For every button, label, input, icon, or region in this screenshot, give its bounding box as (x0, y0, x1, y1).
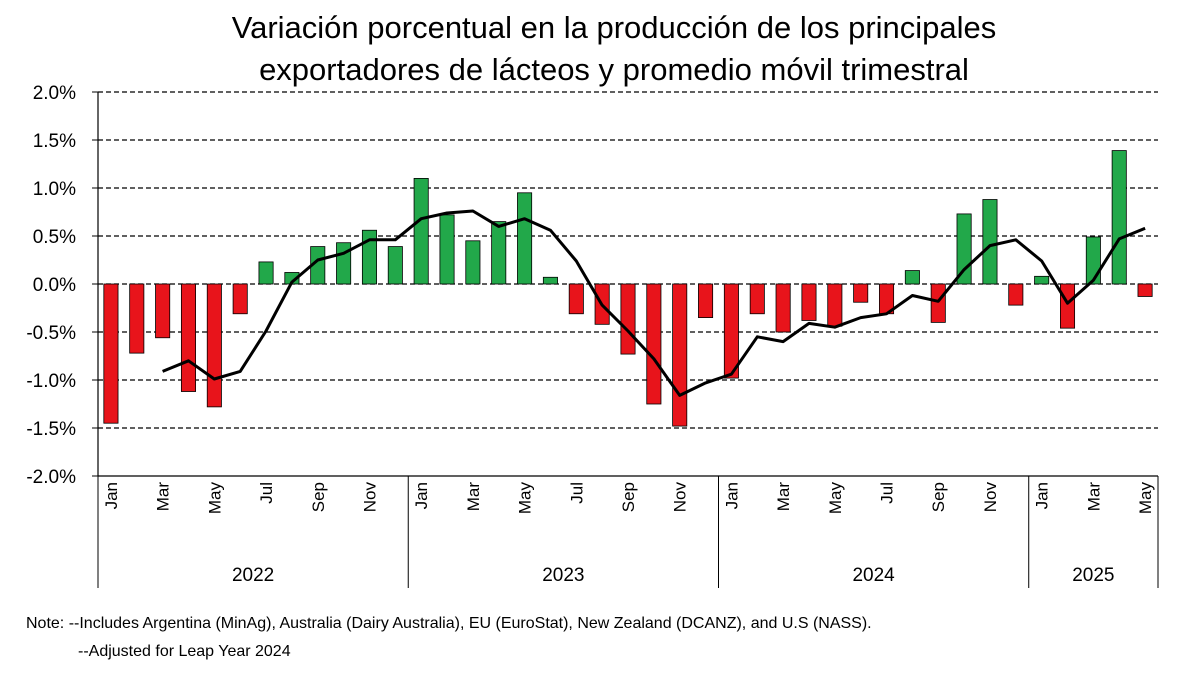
x-tick-label: Nov (671, 482, 690, 513)
bar (542, 276, 558, 285)
bar (361, 229, 377, 285)
bar (1137, 283, 1153, 297)
bar (827, 283, 843, 327)
year-groups: 2022 2023 2024 2025 (97, 476, 1159, 588)
year-label: 2024 (852, 565, 895, 586)
bar (930, 283, 946, 323)
bar (336, 242, 352, 285)
chart-title-line-1: Variación porcentual en la producción de… (232, 10, 997, 45)
bar (465, 240, 481, 285)
x-tick-label: Jul (567, 482, 586, 504)
bar (180, 283, 196, 392)
x-tick-label: Nov (360, 482, 379, 513)
note-line-2: --Adjusted for Leap Year 2024 (78, 643, 291, 660)
bar (672, 283, 688, 427)
year-label: 2025 (1072, 565, 1114, 586)
bar (439, 214, 455, 285)
bar (904, 270, 920, 285)
bar (1034, 275, 1050, 285)
bar (103, 283, 119, 424)
bar-series (103, 150, 1153, 427)
x-tick-label: Sep (309, 482, 328, 512)
x-axis-ticks: Jan Mar May Jul Sep Nov Jan Mar May Jul Sep Nov Jan M… (102, 482, 1155, 515)
x-tick-label: Jan (102, 482, 121, 509)
bar (517, 192, 533, 285)
bar (853, 283, 869, 303)
y-tick-label: 0.5% (33, 227, 76, 248)
x-tick-label: Nov (981, 482, 1000, 513)
x-tick-label: Mar (154, 482, 173, 512)
bar (129, 283, 145, 354)
x-tick-label: May (205, 482, 224, 515)
x-tick-label: Mar (774, 482, 793, 512)
bar (258, 261, 274, 285)
y-tick-label: 1.5% (33, 131, 76, 152)
bar (155, 283, 171, 339)
bar (232, 283, 248, 315)
bar (206, 283, 222, 408)
axes (97, 92, 1158, 477)
bar (568, 283, 584, 315)
x-tick-label: Jul (878, 482, 897, 504)
x-tick-label: Sep (929, 482, 948, 512)
note-line-1: Note: --Includes Argentina (MinAg), Aust… (26, 615, 872, 632)
chart-title-line-2: exportadores de lácteos y promedio móvil… (259, 52, 969, 87)
y-tick-label: -0.5% (26, 323, 76, 344)
x-tick-label: May (826, 482, 845, 515)
x-tick-label: Jan (722, 482, 741, 509)
y-tick-label: 1.0% (33, 179, 76, 200)
x-tick-label: Mar (1084, 482, 1103, 512)
bar (698, 283, 714, 318)
bar (749, 283, 765, 315)
bar (413, 177, 429, 285)
bar (775, 283, 791, 333)
bar (646, 283, 662, 405)
year-label: 2022 (232, 565, 274, 586)
year-label: 2023 (542, 565, 584, 586)
y-tick-label: -1.5% (26, 419, 76, 440)
bar (1085, 236, 1101, 285)
bar (620, 283, 636, 355)
bar (982, 199, 998, 285)
y-tick-label: -1.0% (26, 371, 76, 392)
y-axis-ticks: 2.0% 1.5% 1.0% 0.5% 0.0% -0.5% -1.0% -1.5% -2.0% (26, 83, 98, 488)
bar (801, 283, 817, 321)
x-tick-label: Mar (464, 482, 483, 512)
y-tick-label: 2.0% (33, 83, 76, 104)
x-tick-label: Jan (1033, 482, 1052, 509)
x-tick-label: May (516, 482, 535, 515)
y-tick-label: 0.0% (33, 275, 76, 296)
x-tick-label: Sep (619, 482, 638, 512)
bar (1111, 150, 1127, 285)
gridlines (98, 91, 1158, 429)
bar (387, 246, 403, 285)
moving-average-series (162, 209, 1146, 397)
bar (1008, 283, 1024, 306)
moving-average-line (162, 209, 1146, 397)
x-tick-label: Jan (412, 482, 431, 509)
bar (723, 283, 739, 379)
x-tick-label: Jul (257, 482, 276, 504)
bar (491, 221, 507, 285)
x-tick-label: May (1136, 482, 1155, 515)
bar (1060, 283, 1076, 329)
y-tick-label: -2.0% (26, 467, 76, 488)
